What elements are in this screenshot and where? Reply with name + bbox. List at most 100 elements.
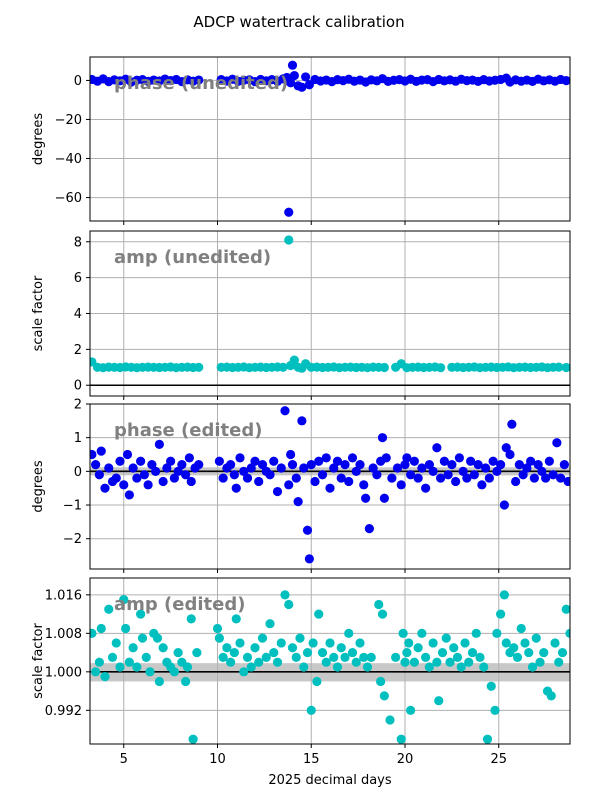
data-point: [447, 460, 457, 470]
data-point: [561, 76, 570, 86]
data-point: [286, 78, 296, 88]
data-point: [458, 466, 468, 476]
data-point: [284, 235, 294, 245]
data-point: [239, 466, 249, 476]
data-point: [336, 643, 346, 653]
y-tick-label: 0: [74, 379, 82, 394]
data-point: [512, 652, 523, 662]
data-point: [111, 473, 121, 483]
data-point: [347, 647, 358, 658]
data-point: [471, 628, 481, 638]
data-point: [100, 672, 110, 682]
y-tick-label: −2: [63, 532, 82, 547]
data-point: [242, 473, 253, 483]
data-point: [421, 652, 431, 662]
plot-area: [90, 404, 570, 569]
data-point: [351, 657, 361, 667]
data-point: [344, 628, 354, 638]
data-point: [257, 460, 268, 470]
y-axis-label: scale factor: [31, 275, 46, 351]
plot-area: [90, 231, 570, 396]
data-point: [212, 623, 223, 634]
data-point: [492, 628, 502, 638]
data-point: [469, 470, 479, 480]
data-point: [276, 638, 286, 648]
data-point: [96, 446, 106, 456]
data-point: [481, 463, 491, 473]
plot-area: [90, 57, 570, 221]
data-point: [377, 609, 388, 619]
data-point: [479, 662, 489, 672]
data-point: [364, 523, 374, 534]
data-point: [351, 466, 361, 476]
data-point: [496, 460, 506, 470]
y-tick-label: 1.016: [45, 588, 82, 603]
data-point: [302, 647, 313, 658]
y-tick-label: 1.008: [45, 627, 82, 642]
data-point: [284, 480, 294, 490]
data-point: [304, 554, 314, 564]
data-point: [214, 633, 224, 643]
data-point: [509, 643, 519, 653]
data-point: [218, 652, 228, 662]
data-point: [366, 652, 376, 662]
data-point: [321, 453, 331, 463]
axes-frame: [89, 56, 571, 222]
data-point: [115, 662, 125, 672]
data-point: [451, 476, 461, 487]
data-point: [522, 463, 532, 473]
data-point: [194, 460, 204, 470]
data-point: [306, 460, 316, 470]
data-point: [272, 486, 283, 497]
data-point: [280, 406, 290, 416]
data-point: [317, 470, 328, 480]
data-point: [287, 60, 298, 70]
data-point: [280, 590, 290, 600]
data-point: [507, 419, 517, 429]
axes-frame: [89, 403, 571, 570]
data-point: [381, 453, 391, 463]
data-point: [413, 643, 423, 653]
data-point: [158, 476, 168, 487]
data-point: [154, 439, 164, 450]
data-point: [229, 647, 239, 658]
data-point: [181, 470, 191, 480]
data-point: [254, 657, 264, 667]
data-point: [392, 463, 403, 473]
panel-label: phase (edited): [114, 420, 262, 441]
data-point: [177, 460, 187, 470]
data-point: [235, 453, 245, 463]
data-point: [565, 628, 570, 638]
data-point: [242, 652, 253, 662]
data-point: [162, 463, 172, 473]
y-tick-label: 4: [74, 307, 82, 322]
data-point: [484, 473, 494, 483]
data-point: [299, 662, 309, 672]
x-tick-label: 20: [397, 752, 414, 767]
data-point: [434, 696, 444, 706]
data-point: [312, 676, 322, 687]
data-point: [289, 70, 299, 81]
data-point: [90, 628, 97, 638]
data-point: [297, 416, 307, 426]
data-point: [404, 638, 414, 648]
data-point: [229, 470, 239, 480]
data-point: [473, 460, 483, 470]
data-point: [385, 715, 395, 725]
data-point: [548, 470, 558, 480]
data-point: [310, 476, 320, 487]
data-point: [111, 638, 121, 648]
y-tick-label: −1: [63, 499, 82, 514]
data-point: [122, 449, 133, 460]
data-point: [456, 662, 466, 672]
data-point: [417, 463, 427, 473]
data-point: [428, 638, 438, 648]
x-tick-label: 5: [120, 752, 128, 767]
data-point: [376, 676, 386, 687]
data-point: [136, 609, 146, 619]
data-point: [332, 456, 343, 466]
data-point: [284, 599, 294, 610]
data-point: [297, 82, 307, 92]
